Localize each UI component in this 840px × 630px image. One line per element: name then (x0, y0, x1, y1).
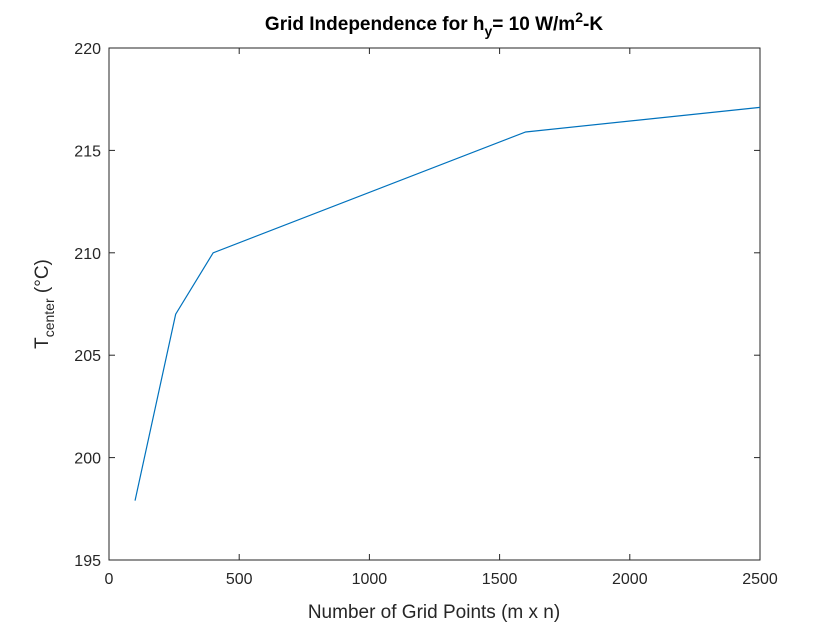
y-tick-label: 215 (74, 143, 101, 160)
y-axis: 195 200 205 210 215 220 (74, 41, 760, 570)
x-tick-label: 2500 (742, 571, 778, 588)
chart-title-middle: = 10 W/m (492, 14, 575, 35)
chart-title: Grid Independence for hy= 10 W/m2-K (265, 9, 603, 39)
y-tick-label: 220 (74, 41, 101, 58)
x-tick-label: 2000 (612, 571, 648, 588)
plot-area (108, 47, 761, 561)
chart-title-subscript: y (485, 23, 493, 39)
y-tick-label: 200 (74, 451, 101, 468)
x-axis: 0 500 1000 1500 2000 2500 (105, 48, 778, 588)
x-tick-label: 1000 (352, 571, 388, 588)
chart-title-superscript: 2 (575, 9, 583, 25)
chart-title-prefix: Grid Independence for h (265, 14, 485, 35)
x-tick-label: 500 (226, 571, 253, 588)
x-tick-label: 0 (105, 571, 114, 588)
series-line (134, 106, 761, 501)
y-axis-label-main: T (32, 337, 53, 349)
chart-title-suffix: -K (583, 14, 603, 35)
y-tick-label: 205 (74, 348, 101, 365)
y-axis-label-subscript: center (41, 298, 57, 337)
series-layer (134, 106, 761, 501)
x-tick-label: 1500 (482, 571, 518, 588)
y-axis-label-unit: (°C) (32, 259, 53, 298)
axes-frame (108, 47, 761, 561)
y-tick-label: 195 (74, 553, 101, 570)
y-tick-label: 210 (74, 246, 101, 263)
y-axis-label: Tcenter (°C) (32, 259, 57, 349)
x-axis-label: Number of Grid Points (m x n) (308, 602, 560, 623)
